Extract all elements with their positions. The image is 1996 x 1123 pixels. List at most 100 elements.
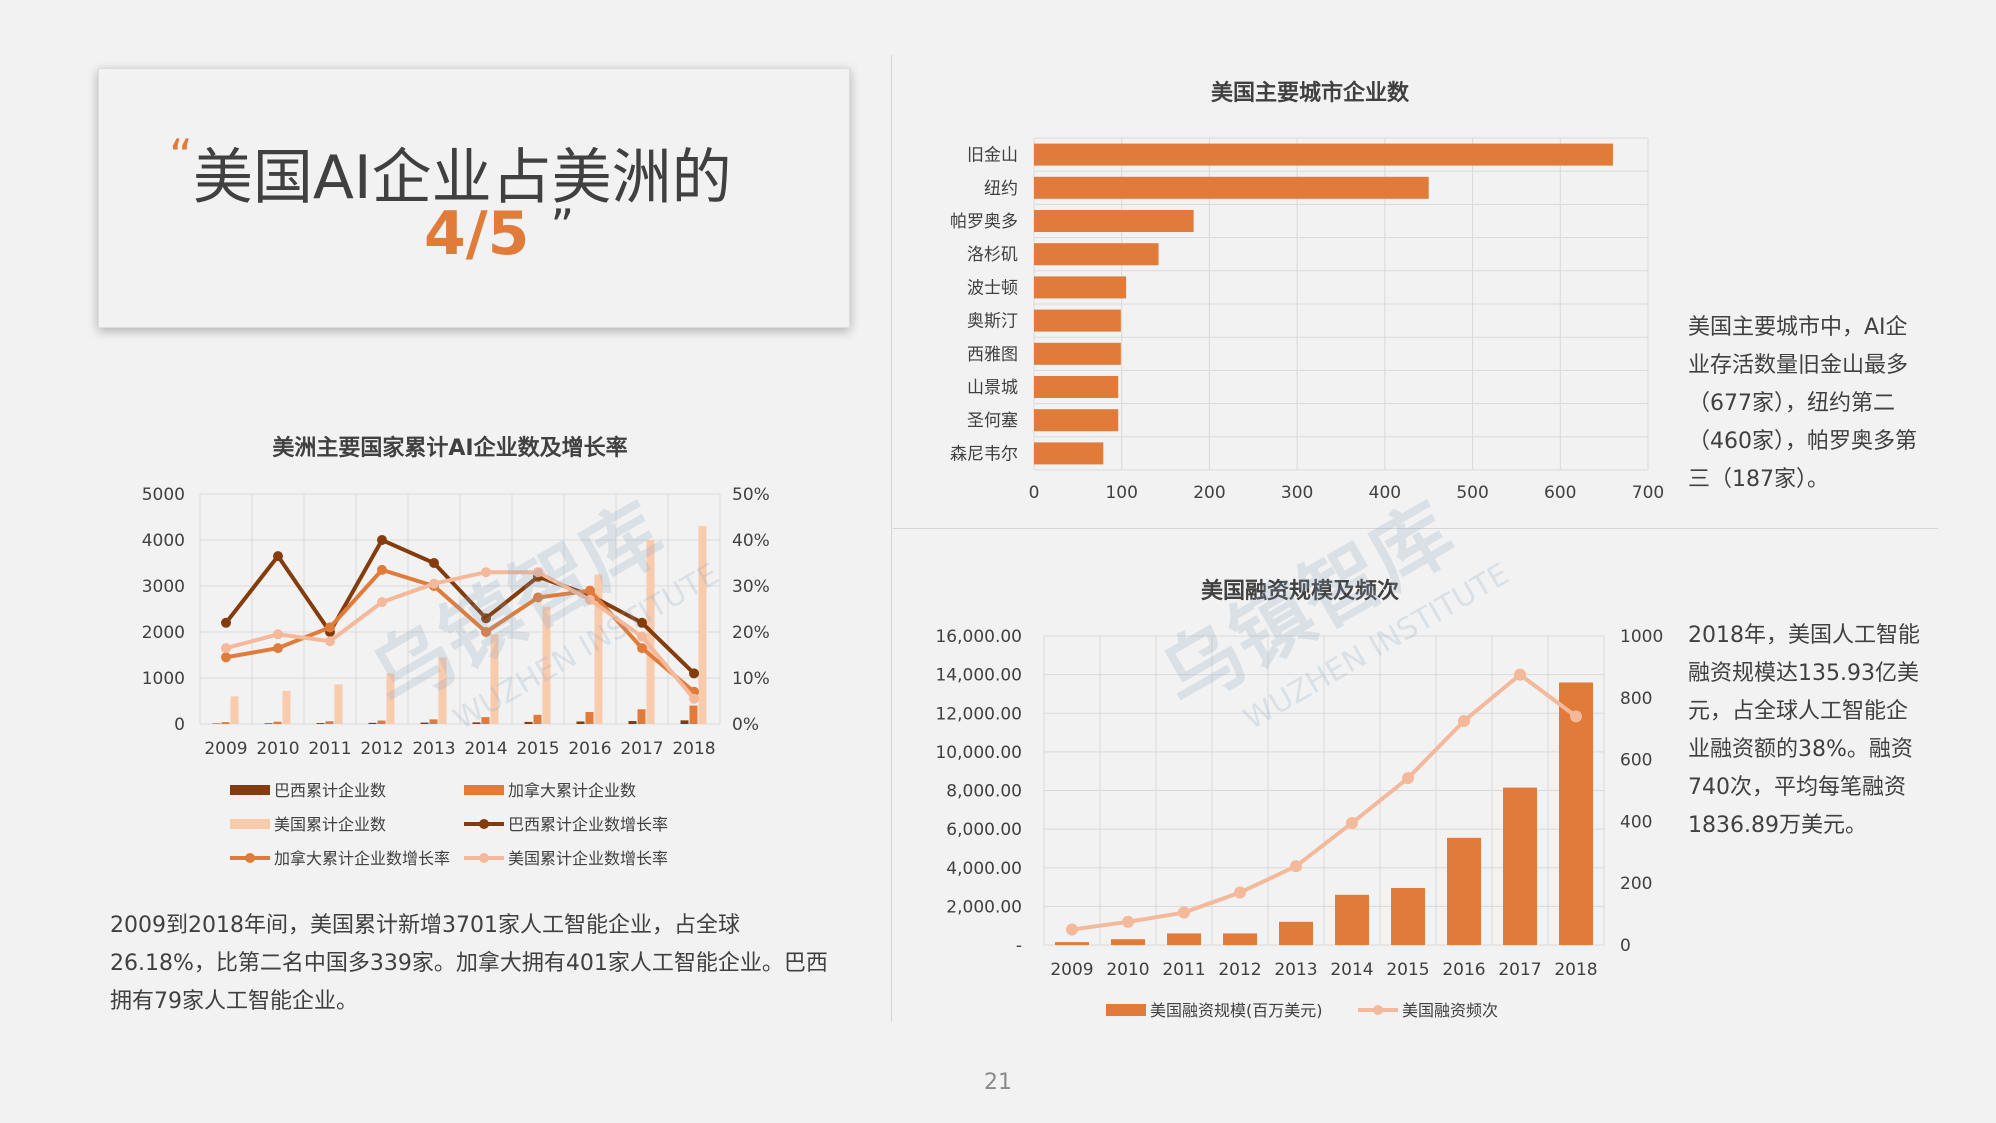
y-left-tick-label: 0 — [174, 715, 185, 735]
bar-加拿大累计企业数 — [221, 722, 230, 724]
point-加拿大累计企业数增长率 — [533, 592, 543, 603]
y-left-tick-label: 2,000.00 — [946, 897, 1022, 917]
point-加拿大累计企业数增长率 — [481, 627, 491, 637]
city-bar — [1034, 176, 1429, 199]
bar-巴西累计企业数 — [420, 722, 429, 724]
y-right-tick-label: 30% — [732, 577, 770, 597]
funding-bar — [1447, 837, 1481, 945]
open-quote-mark: “ — [169, 129, 193, 183]
y-left-tick-label: 6,000.00 — [946, 820, 1022, 840]
x-tick-label: 2009 — [204, 739, 247, 759]
point-美国累计企业数增长率 — [221, 643, 231, 654]
funding-frequency-point — [1234, 886, 1246, 899]
y-left-tick-label: 8,000.00 — [946, 782, 1022, 802]
city-bar — [1034, 210, 1194, 232]
point-美国累计企业数增长率 — [585, 594, 595, 605]
y-right-tick-label: 200 — [1620, 874, 1652, 894]
point-巴西累计企业数增长率 — [637, 617, 647, 628]
x-tick-label: 2018 — [672, 739, 715, 759]
city-bar — [1034, 309, 1121, 332]
legend-marker — [1373, 1005, 1383, 1015]
funding-bar — [1111, 939, 1145, 945]
x-tick-label: 2017 — [620, 739, 663, 759]
funding-frequency-point — [1178, 906, 1190, 919]
point-加拿大累计企业数增长率 — [325, 622, 335, 633]
funding-frequency-point — [1346, 816, 1358, 829]
x-tick-label: 500 — [1456, 483, 1488, 503]
point-巴西累计企业数增长率 — [221, 617, 231, 628]
x-tick-label: 2009 — [1050, 960, 1093, 980]
y-left-tick-label: 4000 — [142, 531, 185, 551]
funding-frequency-point — [1458, 714, 1470, 727]
y-right-tick-label: 40% — [732, 531, 770, 551]
funding-description: 2018年，美国人工智能融资规模达135.93亿美元，占全球人工智能企业融资额的… — [1688, 623, 1920, 838]
y-left-tick-label: 2000 — [142, 623, 185, 643]
chart-title: 美国融资规模及频次 — [1201, 578, 1399, 604]
headline-line1: “美国AI企业占美洲的 — [169, 129, 732, 216]
funding-frequency-line — [1071, 672, 1578, 932]
legend-swatch — [1106, 1004, 1146, 1016]
chart-title: 美国主要城市企业数 — [1211, 80, 1410, 106]
y-left-tick-label: 3000 — [142, 577, 185, 597]
city-bar — [1034, 376, 1119, 398]
bar-加拿大累计企业数 — [637, 709, 646, 724]
x-tick-label: 600 — [1544, 483, 1576, 503]
x-tick-label: 2010 — [1106, 960, 1149, 980]
city-bar — [1034, 342, 1121, 365]
funding-bar — [1279, 921, 1313, 945]
horizontal-divider — [893, 528, 1938, 529]
bar-巴西累计企业数 — [316, 723, 325, 724]
vertical-divider — [891, 55, 892, 1022]
point-巴西累计企业数增长率 — [377, 535, 387, 545]
city-label: 西雅图 — [967, 345, 1018, 365]
point-美国累计企业数增长率 — [481, 567, 491, 578]
line-巴西累计企业数增长率 — [224, 537, 696, 675]
bar-美国累计企业数 — [490, 634, 499, 724]
legend-marker — [479, 819, 489, 829]
city-bar — [1034, 409, 1119, 432]
legend-label: 巴西累计企业数 — [274, 781, 386, 800]
legend-label: 巴西累计企业数增长率 — [508, 815, 668, 834]
funding-bar — [1559, 682, 1593, 945]
legend-label: 美国融资频次 — [1402, 1001, 1498, 1020]
funding-bar — [1167, 933, 1201, 945]
x-tick-label: 2016 — [568, 739, 611, 759]
headline-line2: 4/5 ” — [424, 199, 574, 269]
y-right-tick-label: 800 — [1620, 689, 1652, 709]
city-bar — [1034, 276, 1127, 299]
y-right-tick-label: 20% — [732, 623, 770, 643]
y-right-tick-label: 400 — [1620, 812, 1652, 832]
y-left-tick-label: 12,000.00 — [935, 704, 1022, 724]
legend-label: 美国融资规模(百万美元) — [1150, 1001, 1323, 1020]
y-right-tick-label: 1000 — [1620, 627, 1663, 647]
bar-美国累计企业数 — [594, 574, 603, 724]
bar-巴西累计企业数 — [576, 721, 585, 724]
x-tick-label: 200 — [1193, 483, 1225, 503]
city-label: 奥斯汀 — [967, 312, 1018, 332]
y-left-tick-label: 14,000.00 — [935, 666, 1022, 686]
bar-美国累计企业数 — [386, 673, 395, 724]
bar-巴西累计企业数 — [680, 720, 689, 724]
city-label: 圣何塞 — [967, 411, 1018, 431]
bar-加拿大累计企业数 — [325, 721, 334, 724]
bar-加拿大累计企业数 — [377, 720, 386, 724]
point-巴西累计企业数增长率 — [273, 551, 283, 562]
bar-加拿大累计企业数 — [585, 712, 594, 724]
x-tick-label: 2012 — [1218, 960, 1261, 980]
x-tick-label: 2018 — [1554, 960, 1597, 980]
headline-card: “美国AI企业占美洲的 4/5 ” — [98, 68, 850, 328]
bar-巴西累计企业数 — [368, 722, 377, 724]
point-加拿大累计企业数增长率 — [637, 643, 647, 654]
x-tick-label: 2015 — [516, 739, 559, 759]
city-label: 森尼韦尔 — [950, 444, 1018, 464]
point-美国累计企业数增长率 — [273, 629, 283, 640]
x-tick-label: 2014 — [1330, 960, 1373, 980]
x-tick-label: 300 — [1281, 483, 1313, 503]
headline-text: 美国AI企业占美洲的 — [192, 143, 732, 213]
point-巴西累计企业数增长率 — [481, 613, 491, 624]
legend-label: 美国累计企业数增长率 — [508, 849, 668, 868]
city-bar — [1034, 143, 1613, 166]
city-label: 山景城 — [967, 378, 1018, 398]
x-tick-label: 2010 — [256, 739, 299, 759]
chart-title: 美洲主要国家累计AI企业数及增长率 — [272, 435, 627, 461]
